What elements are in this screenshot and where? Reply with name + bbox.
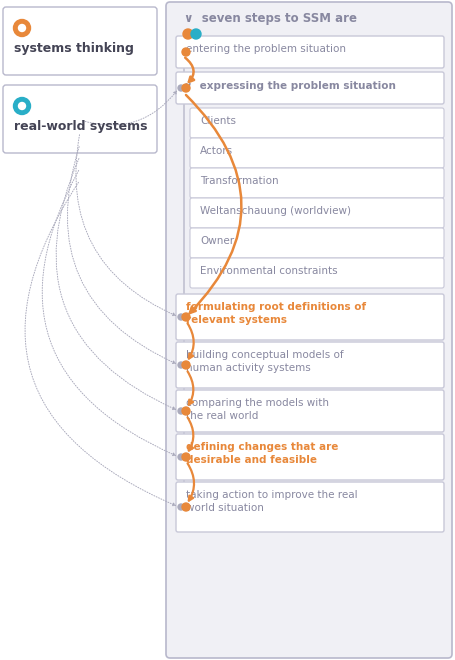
Circle shape bbox=[178, 408, 184, 414]
Text: Transformation: Transformation bbox=[200, 176, 278, 186]
Circle shape bbox=[19, 102, 25, 110]
Circle shape bbox=[14, 20, 30, 36]
FancyBboxPatch shape bbox=[190, 168, 444, 198]
Text: defining changes that are
desirable and feasible: defining changes that are desirable and … bbox=[186, 442, 339, 465]
FancyBboxPatch shape bbox=[190, 258, 444, 288]
Text: ∨  expressing the problem situation: ∨ expressing the problem situation bbox=[184, 81, 396, 91]
Circle shape bbox=[182, 361, 190, 369]
Text: real-world systems: real-world systems bbox=[14, 120, 147, 133]
FancyBboxPatch shape bbox=[190, 108, 444, 138]
Circle shape bbox=[182, 503, 190, 511]
Circle shape bbox=[178, 85, 184, 91]
Text: comparing the models with
the real world: comparing the models with the real world bbox=[186, 398, 329, 421]
FancyBboxPatch shape bbox=[166, 2, 452, 658]
Circle shape bbox=[14, 98, 30, 114]
FancyBboxPatch shape bbox=[3, 85, 157, 153]
Text: systems thinking: systems thinking bbox=[14, 42, 134, 55]
FancyBboxPatch shape bbox=[176, 294, 444, 340]
Circle shape bbox=[182, 407, 190, 415]
Circle shape bbox=[178, 454, 184, 460]
Circle shape bbox=[191, 29, 201, 39]
Text: Owner: Owner bbox=[200, 236, 234, 246]
FancyBboxPatch shape bbox=[3, 7, 157, 75]
Text: Clients: Clients bbox=[200, 116, 236, 126]
Text: taking action to improve the real
world situation: taking action to improve the real world … bbox=[186, 490, 358, 513]
Circle shape bbox=[182, 453, 190, 461]
FancyBboxPatch shape bbox=[190, 228, 444, 258]
FancyBboxPatch shape bbox=[190, 198, 444, 228]
Text: Actors: Actors bbox=[200, 146, 233, 156]
FancyBboxPatch shape bbox=[176, 482, 444, 532]
Circle shape bbox=[178, 504, 184, 510]
Circle shape bbox=[178, 362, 184, 368]
Circle shape bbox=[183, 29, 193, 39]
Circle shape bbox=[178, 314, 184, 320]
Text: building conceptual models of
human activity systems: building conceptual models of human acti… bbox=[186, 350, 344, 373]
Circle shape bbox=[19, 24, 25, 32]
FancyBboxPatch shape bbox=[176, 72, 444, 104]
FancyBboxPatch shape bbox=[176, 342, 444, 388]
Text: ∨  seven steps to SSM are: ∨ seven steps to SSM are bbox=[184, 12, 357, 25]
Circle shape bbox=[182, 313, 190, 321]
FancyBboxPatch shape bbox=[190, 138, 444, 168]
FancyBboxPatch shape bbox=[176, 36, 444, 68]
FancyBboxPatch shape bbox=[176, 390, 444, 432]
Circle shape bbox=[182, 48, 190, 56]
Text: entering the problem situation: entering the problem situation bbox=[186, 44, 346, 54]
Text: formulating root definitions of
relevant systems: formulating root definitions of relevant… bbox=[186, 302, 366, 325]
FancyBboxPatch shape bbox=[176, 434, 444, 480]
Circle shape bbox=[182, 84, 190, 92]
Text: Environmental constraints: Environmental constraints bbox=[200, 266, 338, 276]
Text: Weltanschauung (worldview): Weltanschauung (worldview) bbox=[200, 206, 351, 216]
